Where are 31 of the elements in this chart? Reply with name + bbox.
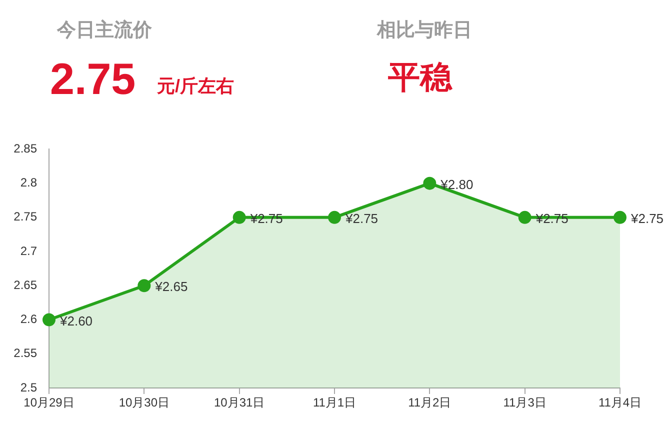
point [232,210,246,224]
y-tick-label: 2.85 [14,142,38,156]
text: 元/斤左右 [157,76,234,98]
y-tick-label: 2.5 [20,380,38,394]
data-label: ¥2.65 [154,279,188,294]
y-tick-label: 2.6 [20,312,38,326]
point [42,313,56,326]
x-tick-label: 10月30日 [118,396,170,410]
point [328,210,341,224]
text: 相比与昨日 [377,20,472,43]
text: 平稳 [388,58,452,96]
text: 今日主流价 [57,20,152,43]
point [518,210,532,224]
data-label: ¥2.75 [630,211,664,226]
data-label: ¥2.80 [440,176,474,192]
x-tick-label: 11月2日 [408,396,452,410]
y-tick-label: 2.65 [14,278,38,292]
data-label: ¥2.60 [59,313,93,328]
y-tick-label: 2.8 [20,176,38,190]
x-tick-label: 10月31日 [214,396,265,410]
point [138,279,151,292]
y-tick-label: 2.75 [14,210,38,224]
point [614,210,626,224]
y-tick-label: 2.7 [20,244,38,258]
x-tick-label: 11月1日 [312,396,356,410]
data-label: ¥2.75 [344,211,378,226]
x-tick-label: 10月29日 [24,396,74,410]
y-tick-label: 2.55 [14,346,38,360]
point [423,176,436,190]
x-tick-label: 11月4日 [598,396,642,410]
x-tick-label: 11月3日 [503,396,546,410]
